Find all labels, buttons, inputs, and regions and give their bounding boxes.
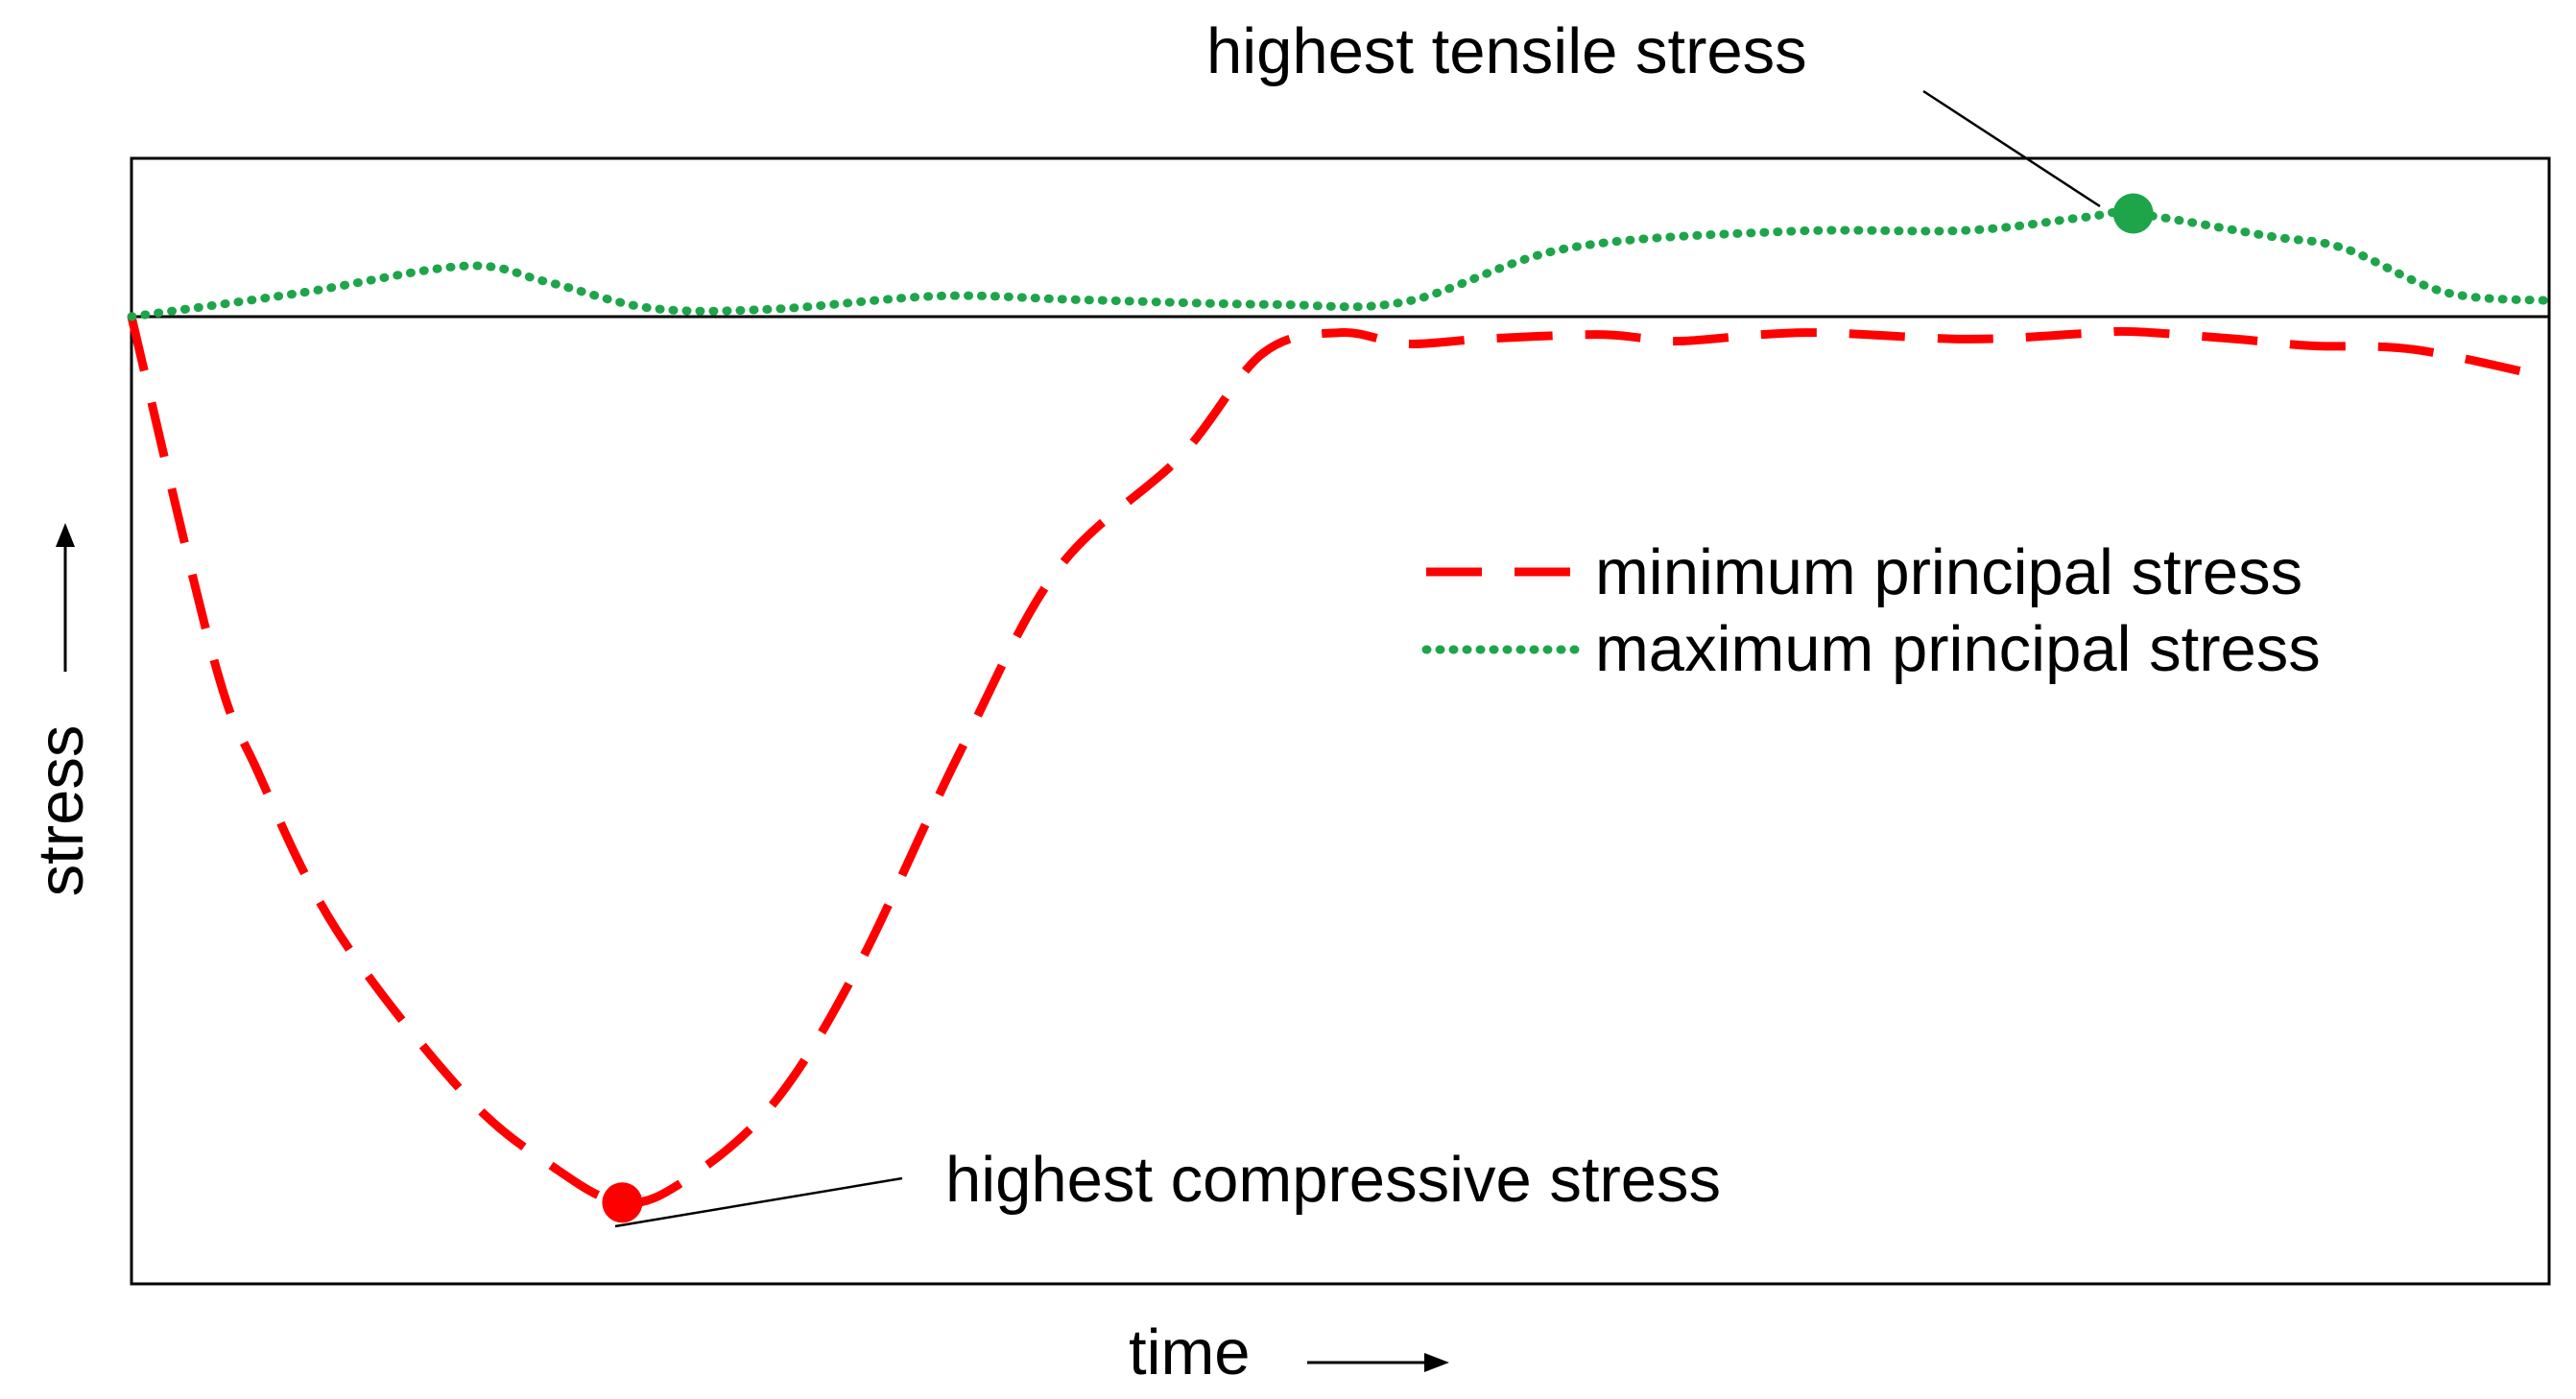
legend: minimum principal stress maximum princip…	[1421, 536, 2321, 685]
annotations: highest tensile stress highest compressi…	[614, 15, 2101, 1228]
x-axis-title: time	[1129, 1316, 1251, 1388]
annotation-highest-compressive: highest compressive stress	[945, 1144, 1721, 1216]
highest-tensile-marker	[2112, 193, 2154, 234]
annotation-leader-tensile	[1922, 89, 2101, 208]
y-axis-arrow-head	[56, 523, 75, 547]
maximum-principal-stress-line	[127, 207, 2554, 321]
series-layer	[127, 207, 2554, 1208]
legend-label-maximum: maximum principal stress	[1595, 613, 2321, 685]
plot-frame	[130, 156, 2551, 1286]
x-axis-label: time	[1129, 1316, 1449, 1388]
marker-layer	[602, 193, 2154, 1223]
y-axis-label: stress	[25, 523, 97, 896]
annotation-highest-tensile: highest tensile stress	[1206, 15, 1807, 87]
annotation-leader-compressive	[614, 1176, 903, 1228]
legend-label-minimum: minimum principal stress	[1595, 536, 2302, 608]
minimum-principal-stress-line	[127, 315, 2550, 1208]
highest-compressive-marker	[602, 1182, 643, 1223]
x-axis-arrow-head	[1424, 1353, 1449, 1372]
y-axis-title: stress	[25, 725, 97, 897]
